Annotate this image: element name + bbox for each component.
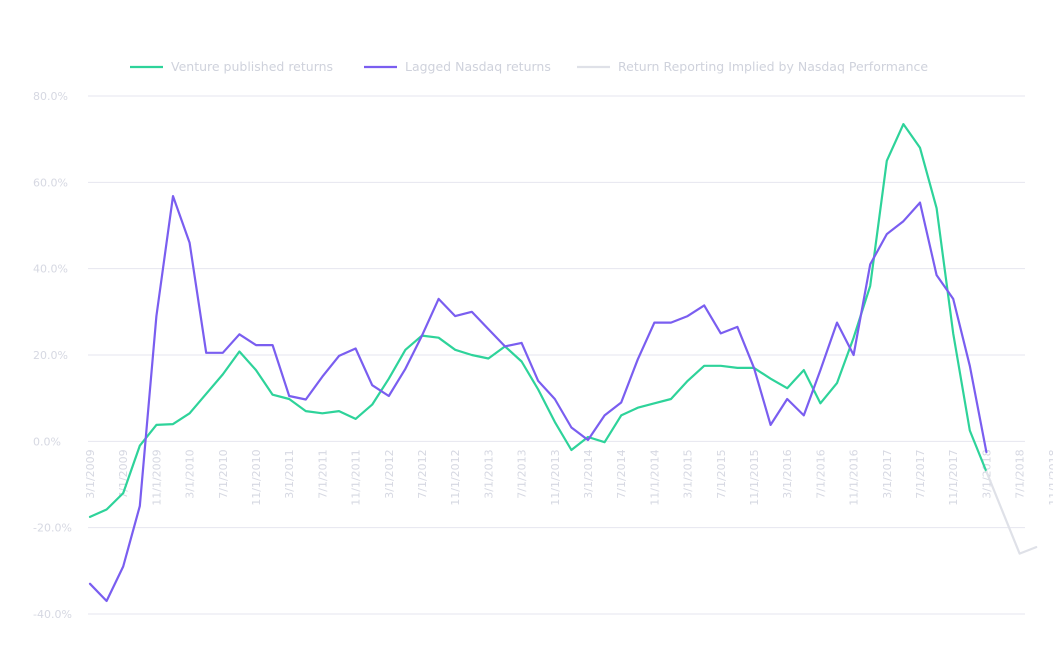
grid <box>88 95 1025 615</box>
x-tick-label: 11/1/2010 <box>250 449 263 505</box>
y-axis: 80.0% 60.0% 40.0% 20.0% 0.0% -20.0% -40.0% <box>33 90 72 621</box>
x-tick-label: 11/1/2016 <box>848 449 861 505</box>
x-tick-label: 7/1/2010 <box>217 449 230 498</box>
y-tick-label: 20.0% <box>33 349 68 362</box>
x-tick-label: 3/1/2009 <box>84 449 97 498</box>
x-tick-label: 11/1/2009 <box>150 449 163 505</box>
x-tick-label: 11/1/2017 <box>947 449 960 505</box>
legend: Venture published returns Lagged Nasdaq r… <box>130 59 928 74</box>
x-axis: 3/1/2009 7/1/2009 11/1/2009 3/1/2010 7/1/201… <box>84 449 1053 505</box>
x-tick-label: 7/1/2013 <box>516 449 529 498</box>
x-tick-label: 3/1/2012 <box>383 449 396 498</box>
x-tick-label: 3/1/2016 <box>781 449 794 498</box>
x-tick-label: 11/1/2013 <box>549 449 562 505</box>
x-tick-label: 3/1/2017 <box>881 449 894 498</box>
x-tick-label: 7/1/2017 <box>914 449 927 498</box>
y-tick-label: -40.0% <box>33 608 72 621</box>
series-line-2 <box>985 470 1038 555</box>
x-tick-label: 3/1/2010 <box>184 449 197 498</box>
legend-label-1: Lagged Nasdaq returns <box>405 59 551 74</box>
x-tick-label: 7/1/2009 <box>117 449 130 498</box>
x-tick-label: 7/1/2018 <box>1014 449 1027 498</box>
y-tick-label: -20.0% <box>33 522 72 535</box>
x-tick-label: 7/1/2014 <box>615 449 628 498</box>
y-tick-label: 60.0% <box>33 176 68 189</box>
x-tick-label: 11/1/2018 <box>1047 449 1053 505</box>
y-tick-label: 0.0% <box>33 435 61 448</box>
x-tick-label: 3/1/2014 <box>582 449 595 498</box>
legend-label-2: Return Reporting Implied by Nasdaq Perfo… <box>618 59 928 74</box>
legend-label-0: Venture published returns <box>171 59 333 74</box>
x-tick-label: 7/1/2011 <box>316 449 329 498</box>
x-tick-label: 3/1/2013 <box>482 449 495 498</box>
x-tick-label: 11/1/2012 <box>449 449 462 505</box>
x-tick-label: 11/1/2011 <box>350 449 363 505</box>
series-line-0 <box>88 123 988 518</box>
x-tick-label: 3/1/2011 <box>283 449 296 498</box>
x-tick-label: 3/1/2015 <box>682 449 695 498</box>
x-tick-label: 11/1/2015 <box>748 449 761 505</box>
x-tick-label: 7/1/2012 <box>416 449 429 498</box>
series-line-1 <box>88 195 988 603</box>
y-tick-label: 40.0% <box>33 263 68 276</box>
x-tick-label: 7/1/2015 <box>715 449 728 498</box>
series-group <box>88 123 1038 603</box>
y-tick-label: 80.0% <box>33 90 68 103</box>
x-tick-label: 7/1/2016 <box>814 449 827 498</box>
x-tick-label: 11/1/2014 <box>648 449 661 505</box>
